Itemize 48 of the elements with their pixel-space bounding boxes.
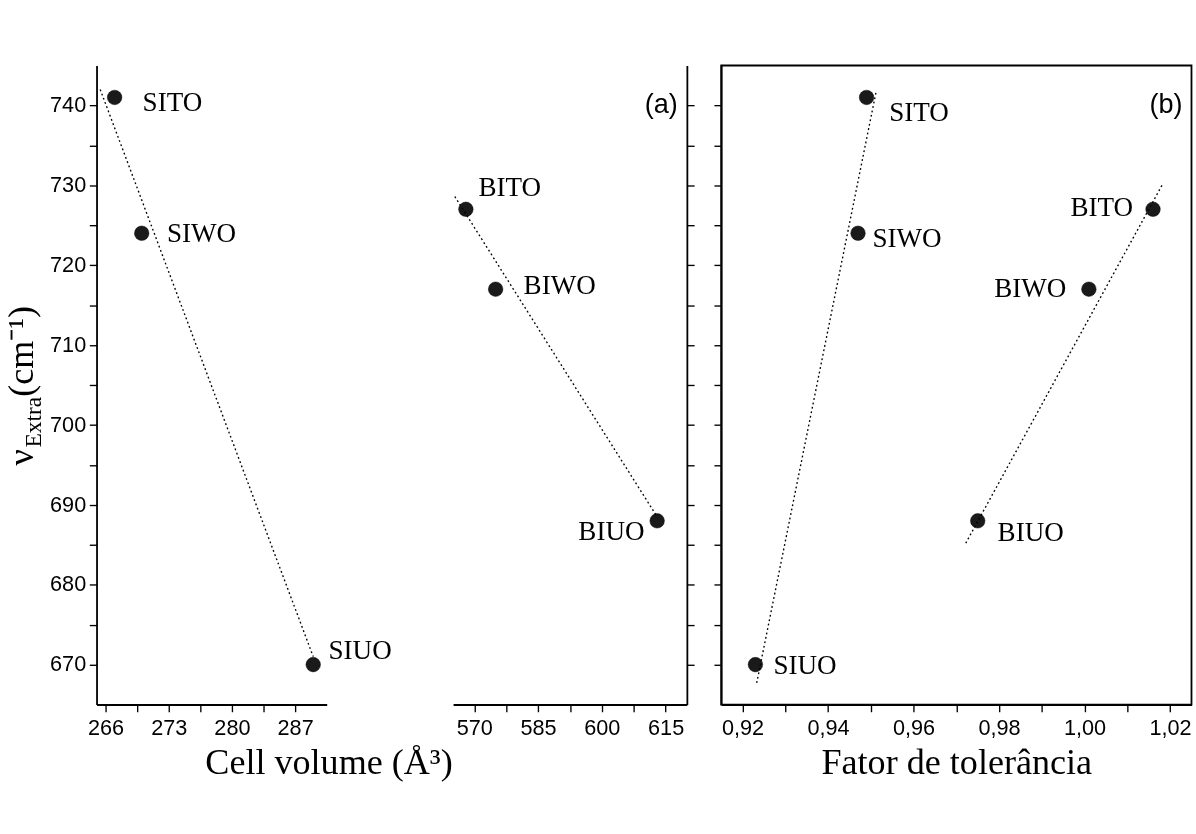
y-tick-label: 680 bbox=[50, 571, 87, 597]
x-tick-label: 1,00 bbox=[1063, 714, 1107, 740]
y-tick-label: 700 bbox=[50, 411, 87, 437]
x-tick-label: 615 bbox=[648, 714, 685, 740]
annotation: SITO bbox=[889, 96, 949, 127]
point bbox=[1081, 281, 1097, 297]
x-axis-title: Fator de tolerância bbox=[821, 741, 1093, 782]
x-tick-label: 0,96 bbox=[892, 714, 936, 740]
x-tick-label: 600 bbox=[584, 714, 621, 740]
annotation: BIWO bbox=[994, 273, 1067, 304]
x-tick-label: 0,94 bbox=[807, 714, 850, 740]
annotation: BITO bbox=[1070, 191, 1134, 222]
x-tick-label: 0,92 bbox=[721, 714, 765, 740]
annotation: (b) bbox=[1149, 88, 1183, 120]
x-tick-label: 287 bbox=[277, 714, 314, 740]
y-tick-label: 720 bbox=[50, 251, 87, 277]
y-tick-label: 740 bbox=[50, 92, 87, 118]
annotation: BIWO bbox=[523, 269, 596, 300]
x-tick-label: 266 bbox=[87, 714, 125, 740]
x-tick-label: 1,02 bbox=[1149, 714, 1192, 740]
annotation: BIUO bbox=[997, 516, 1064, 547]
annotation: BIUO bbox=[578, 515, 645, 546]
annotation: SIUO bbox=[773, 649, 837, 680]
point bbox=[107, 89, 123, 105]
y-tick-label: 710 bbox=[50, 331, 87, 357]
annotation: SIWO bbox=[872, 222, 942, 253]
x-tick-label: 280 bbox=[214, 714, 251, 740]
point bbox=[305, 657, 321, 673]
annotation: BITO bbox=[478, 171, 542, 202]
x-tick-label: 0,98 bbox=[978, 714, 1021, 740]
annotation: SITO bbox=[142, 86, 203, 117]
point bbox=[859, 89, 875, 105]
point bbox=[850, 225, 866, 241]
y-tick-label: 670 bbox=[50, 651, 87, 677]
point bbox=[747, 657, 763, 673]
y-tick-label: 730 bbox=[50, 172, 87, 198]
annotation: SIUO bbox=[328, 635, 392, 666]
point bbox=[970, 513, 986, 529]
y-axis-title: νExtra(cm⁻¹) bbox=[1, 305, 46, 466]
y-tick-label: 690 bbox=[50, 491, 87, 517]
annotation: SIWO bbox=[166, 218, 237, 249]
point bbox=[1145, 201, 1161, 217]
x-tick-label: 570 bbox=[456, 714, 493, 740]
point bbox=[134, 225, 150, 241]
x-tick-label: 273 bbox=[151, 714, 188, 740]
annotation: (a) bbox=[644, 88, 678, 120]
x-tick-label: 585 bbox=[520, 714, 557, 740]
x-axis-title: Cell volume (Å³) bbox=[205, 741, 453, 782]
